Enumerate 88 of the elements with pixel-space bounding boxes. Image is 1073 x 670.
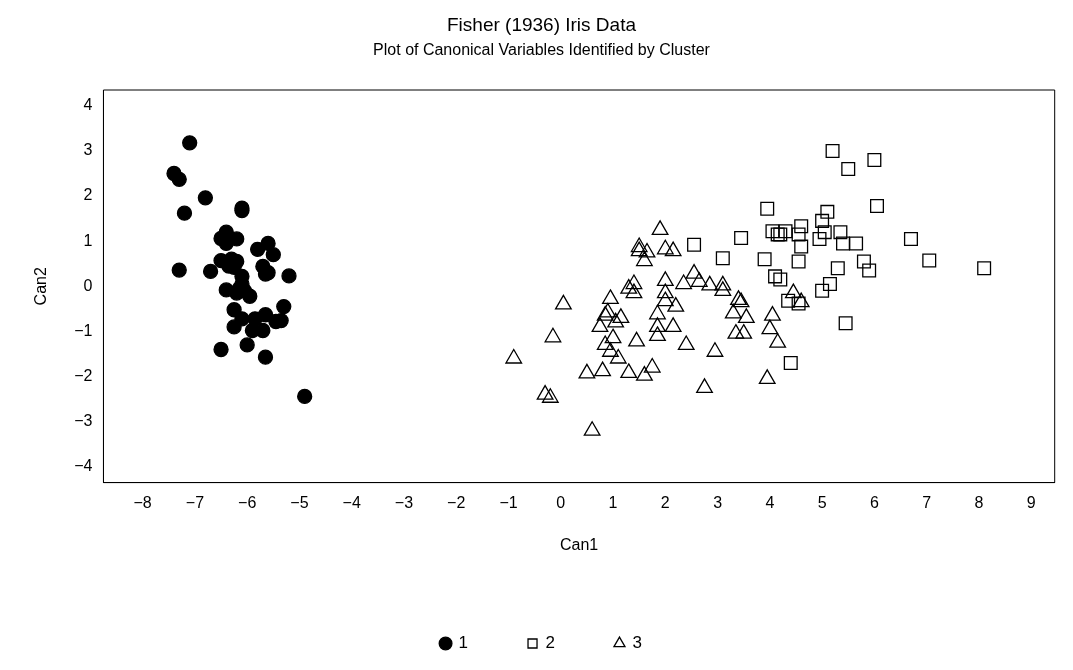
x-tick-label: −3 (394, 493, 414, 511)
x-axis-title: Can1 (559, 535, 599, 553)
point (257, 349, 274, 365)
x-tick-label: −7 (185, 493, 205, 511)
y-tick-label: −2 (74, 366, 93, 384)
point (757, 252, 772, 267)
point (838, 316, 853, 331)
y-tick-label: 3 (83, 141, 93, 159)
point (856, 254, 871, 269)
x-tick-label: 5 (817, 493, 827, 511)
point (239, 337, 255, 353)
point (849, 236, 864, 251)
y-tick-label: −4 (74, 457, 93, 475)
point (794, 239, 809, 254)
point (202, 263, 219, 280)
point (791, 254, 806, 269)
x-tick-label: −5 (290, 493, 309, 511)
point (257, 307, 274, 323)
point (778, 224, 793, 239)
x-tick-label: 0 (556, 493, 566, 511)
legend-label: 2 (545, 633, 555, 653)
point (687, 237, 702, 252)
point (820, 204, 835, 219)
x-tick-label: 6 (869, 493, 879, 511)
point (197, 190, 214, 206)
y-tick-label: 4 (83, 96, 93, 114)
point (794, 219, 809, 234)
point (825, 143, 840, 158)
point (765, 224, 780, 239)
point (836, 236, 851, 251)
point (773, 272, 788, 287)
chart-title: Fisher (1936) Iris Data (446, 13, 637, 35)
point (783, 356, 798, 371)
point (833, 225, 848, 240)
y-tick-label: 1 (83, 231, 93, 249)
y-tick-label: 2 (83, 186, 93, 204)
point (276, 298, 292, 315)
point (297, 388, 313, 405)
y-tick-label: 0 (83, 276, 93, 294)
point (781, 293, 796, 308)
point (176, 205, 193, 221)
point (812, 231, 827, 246)
x-tick-label: 2 (660, 493, 670, 511)
point (734, 231, 749, 246)
point (791, 296, 806, 311)
point (171, 171, 187, 187)
point (815, 283, 830, 298)
x-tick-label: −6 (238, 493, 257, 511)
x-tick-label: −8 (133, 493, 152, 511)
point (830, 261, 845, 276)
point (822, 277, 837, 292)
point (862, 263, 877, 278)
point (815, 213, 830, 228)
point (903, 231, 918, 246)
y-tick-label: −3 (74, 412, 93, 430)
y-tick-label: −1 (74, 321, 93, 339)
point (817, 225, 832, 240)
point (760, 201, 775, 216)
point (213, 341, 229, 358)
x-tick-label: 3 (713, 493, 723, 511)
x-tick-label: 4 (765, 493, 775, 511)
point (260, 235, 276, 252)
point (715, 251, 730, 266)
point (229, 231, 245, 247)
y-axis-title: Can2 (32, 267, 50, 306)
point (768, 269, 783, 284)
point (869, 198, 885, 213)
x-tick-label: 9 (1026, 493, 1036, 511)
x-tick-label: −2 (447, 493, 466, 511)
x-tick-label: −1 (499, 493, 518, 511)
x-tick-label: −4 (342, 493, 361, 511)
chart-subtitle: Plot of Canonical Variables Identified by Cluster (373, 40, 711, 58)
point (841, 161, 856, 176)
point (265, 247, 281, 263)
x-tick-label: 8 (974, 493, 984, 511)
point (255, 322, 271, 339)
legend-label: 3 (632, 633, 642, 653)
point (867, 152, 882, 167)
point (922, 253, 937, 268)
point (171, 262, 187, 278)
legend-label: 1 (458, 633, 469, 653)
point (791, 227, 806, 242)
x-tick-label: 7 (922, 493, 932, 511)
point (226, 319, 242, 335)
point (182, 135, 198, 151)
point (977, 261, 992, 276)
point (281, 268, 297, 284)
x-tick-label: 1 (608, 493, 618, 511)
